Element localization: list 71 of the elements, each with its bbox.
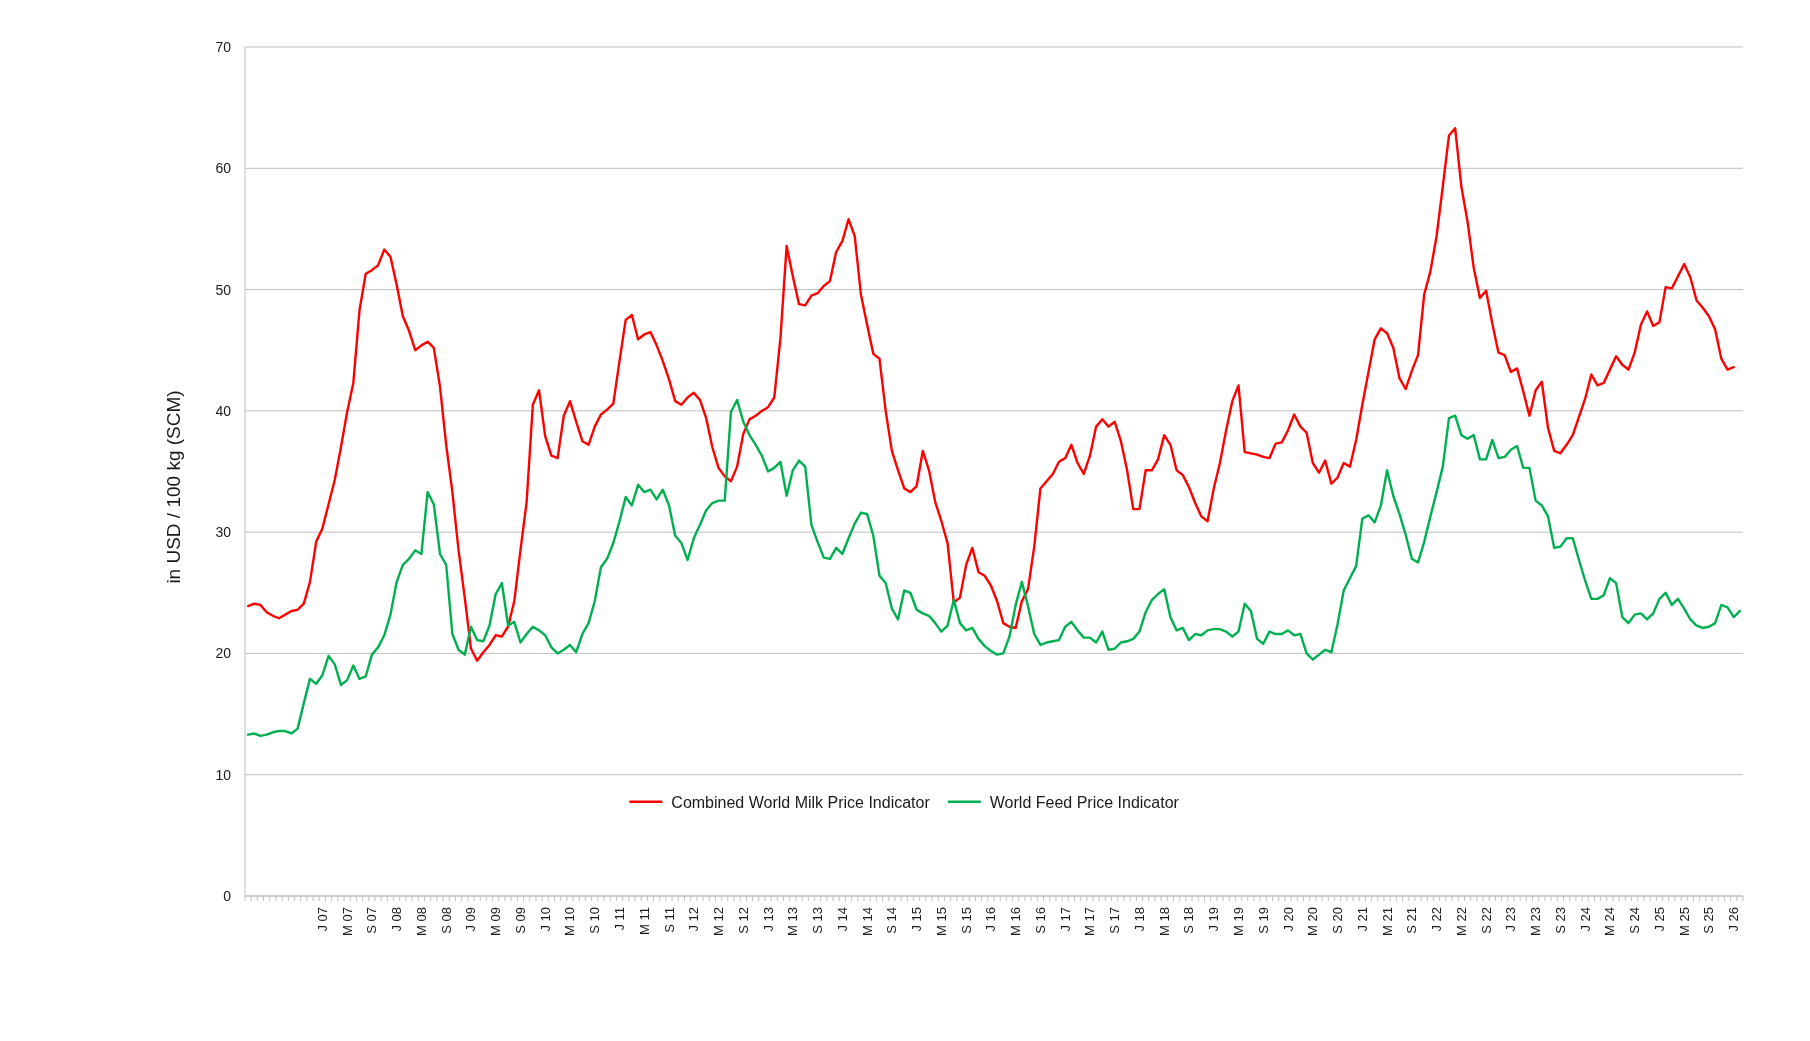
x-tick-label: M 25 [1676,907,1692,936]
x-tick-label: J 16 [983,907,999,932]
x-tick-label: S 20 [1330,907,1346,934]
x-tick-label: J 09 [463,907,479,932]
x-tick-label: J 20 [1280,907,1296,932]
x-tick-label: S 10 [587,907,603,934]
x-tick-label: J 11 [612,907,627,931]
x-tick-label: J 21 [1354,907,1370,932]
x-tick-label: S 17 [1107,907,1123,934]
y-tick-label: 30 [215,524,232,541]
x-tick-label: J 26 [1726,907,1742,932]
x-tick-label: S 16 [1032,907,1048,934]
legend-label: Combined World Milk Price Indicator [671,793,931,811]
y-tick-label: 40 [215,402,232,419]
x-tick-label: J 18 [1131,907,1147,932]
x-tick-label: M 08 [413,907,429,936]
x-tick-label: M 20 [1305,907,1321,936]
legend-label: World Feed Price Indicator [989,793,1180,811]
x-tick-label: J 17 [1057,907,1073,932]
x-tick-label: S 13 [810,907,826,934]
y-tick-label: 20 [215,645,232,662]
x-tick-label: M 11 [636,907,652,935]
x-tick-label: M 10 [562,907,578,936]
x-tick-label: M 07 [339,907,355,936]
x-tick-label: J 22 [1429,907,1445,932]
x-tick-label: J 24 [1577,907,1593,932]
x-tick-label: M 17 [1082,907,1098,936]
y-axis-title: in USD / 100 kg (SCM) [162,390,184,584]
x-tick-label: S 07 [364,907,380,934]
y-tick-label: 50 [215,281,232,298]
x-tick-label: M 14 [859,907,875,936]
x-tick-label: J 07 [314,907,330,932]
x-tick-label: S 23 [1552,907,1568,934]
x-tick-label: S 08 [438,907,454,934]
line-series [246,127,1735,662]
y-tick-label: 0 [223,888,232,904]
x-tick-label: J 12 [686,907,702,932]
x-tick-label: S 11 [661,907,677,933]
y-tick-label: 10 [215,766,232,783]
x-tick-label: S 21 [1404,907,1420,934]
x-tick-label: J 25 [1651,907,1667,932]
x-tick-label: M 19 [1231,907,1247,936]
x-tick-label: M 23 [1528,907,1544,936]
x-tick-label: S 19 [1255,907,1271,934]
x-tick-label: S 24 [1627,907,1643,934]
x-tick-label: M 21 [1379,907,1395,936]
x-tick-label: M 12 [711,907,727,936]
x-tick-label: J 10 [537,907,553,932]
x-tick-label: M 15 [933,907,949,936]
x-tick-label: S 12 [735,907,751,934]
x-tick-label: S 14 [884,907,900,934]
x-tick-label: M 18 [1156,907,1172,936]
y-tick-label: 60 [215,160,232,177]
x-tick-label: J 14 [834,907,850,932]
x-tick-label: M 22 [1453,907,1469,936]
x-tick-label: J 13 [760,907,776,932]
x-tick-label: M 24 [1602,907,1618,936]
x-tick-label: M 16 [1008,907,1024,936]
x-tick-label: M 13 [785,907,801,936]
x-tick-label: S 09 [512,907,528,934]
line-series [246,398,1742,738]
x-tick-label: J 19 [1206,907,1222,932]
x-tick-label: J 15 [909,907,925,932]
x-tick-label: J 23 [1503,907,1519,932]
x-tick-label: J 08 [389,907,405,932]
x-tick-label: S 25 [1701,907,1717,934]
y-tick-label: 70 [215,39,232,55]
x-tick-label: S 22 [1478,907,1494,934]
x-tick-label: M 09 [488,907,504,936]
x-tick-label: S 15 [958,907,974,934]
x-tick-label: S 18 [1181,907,1197,934]
